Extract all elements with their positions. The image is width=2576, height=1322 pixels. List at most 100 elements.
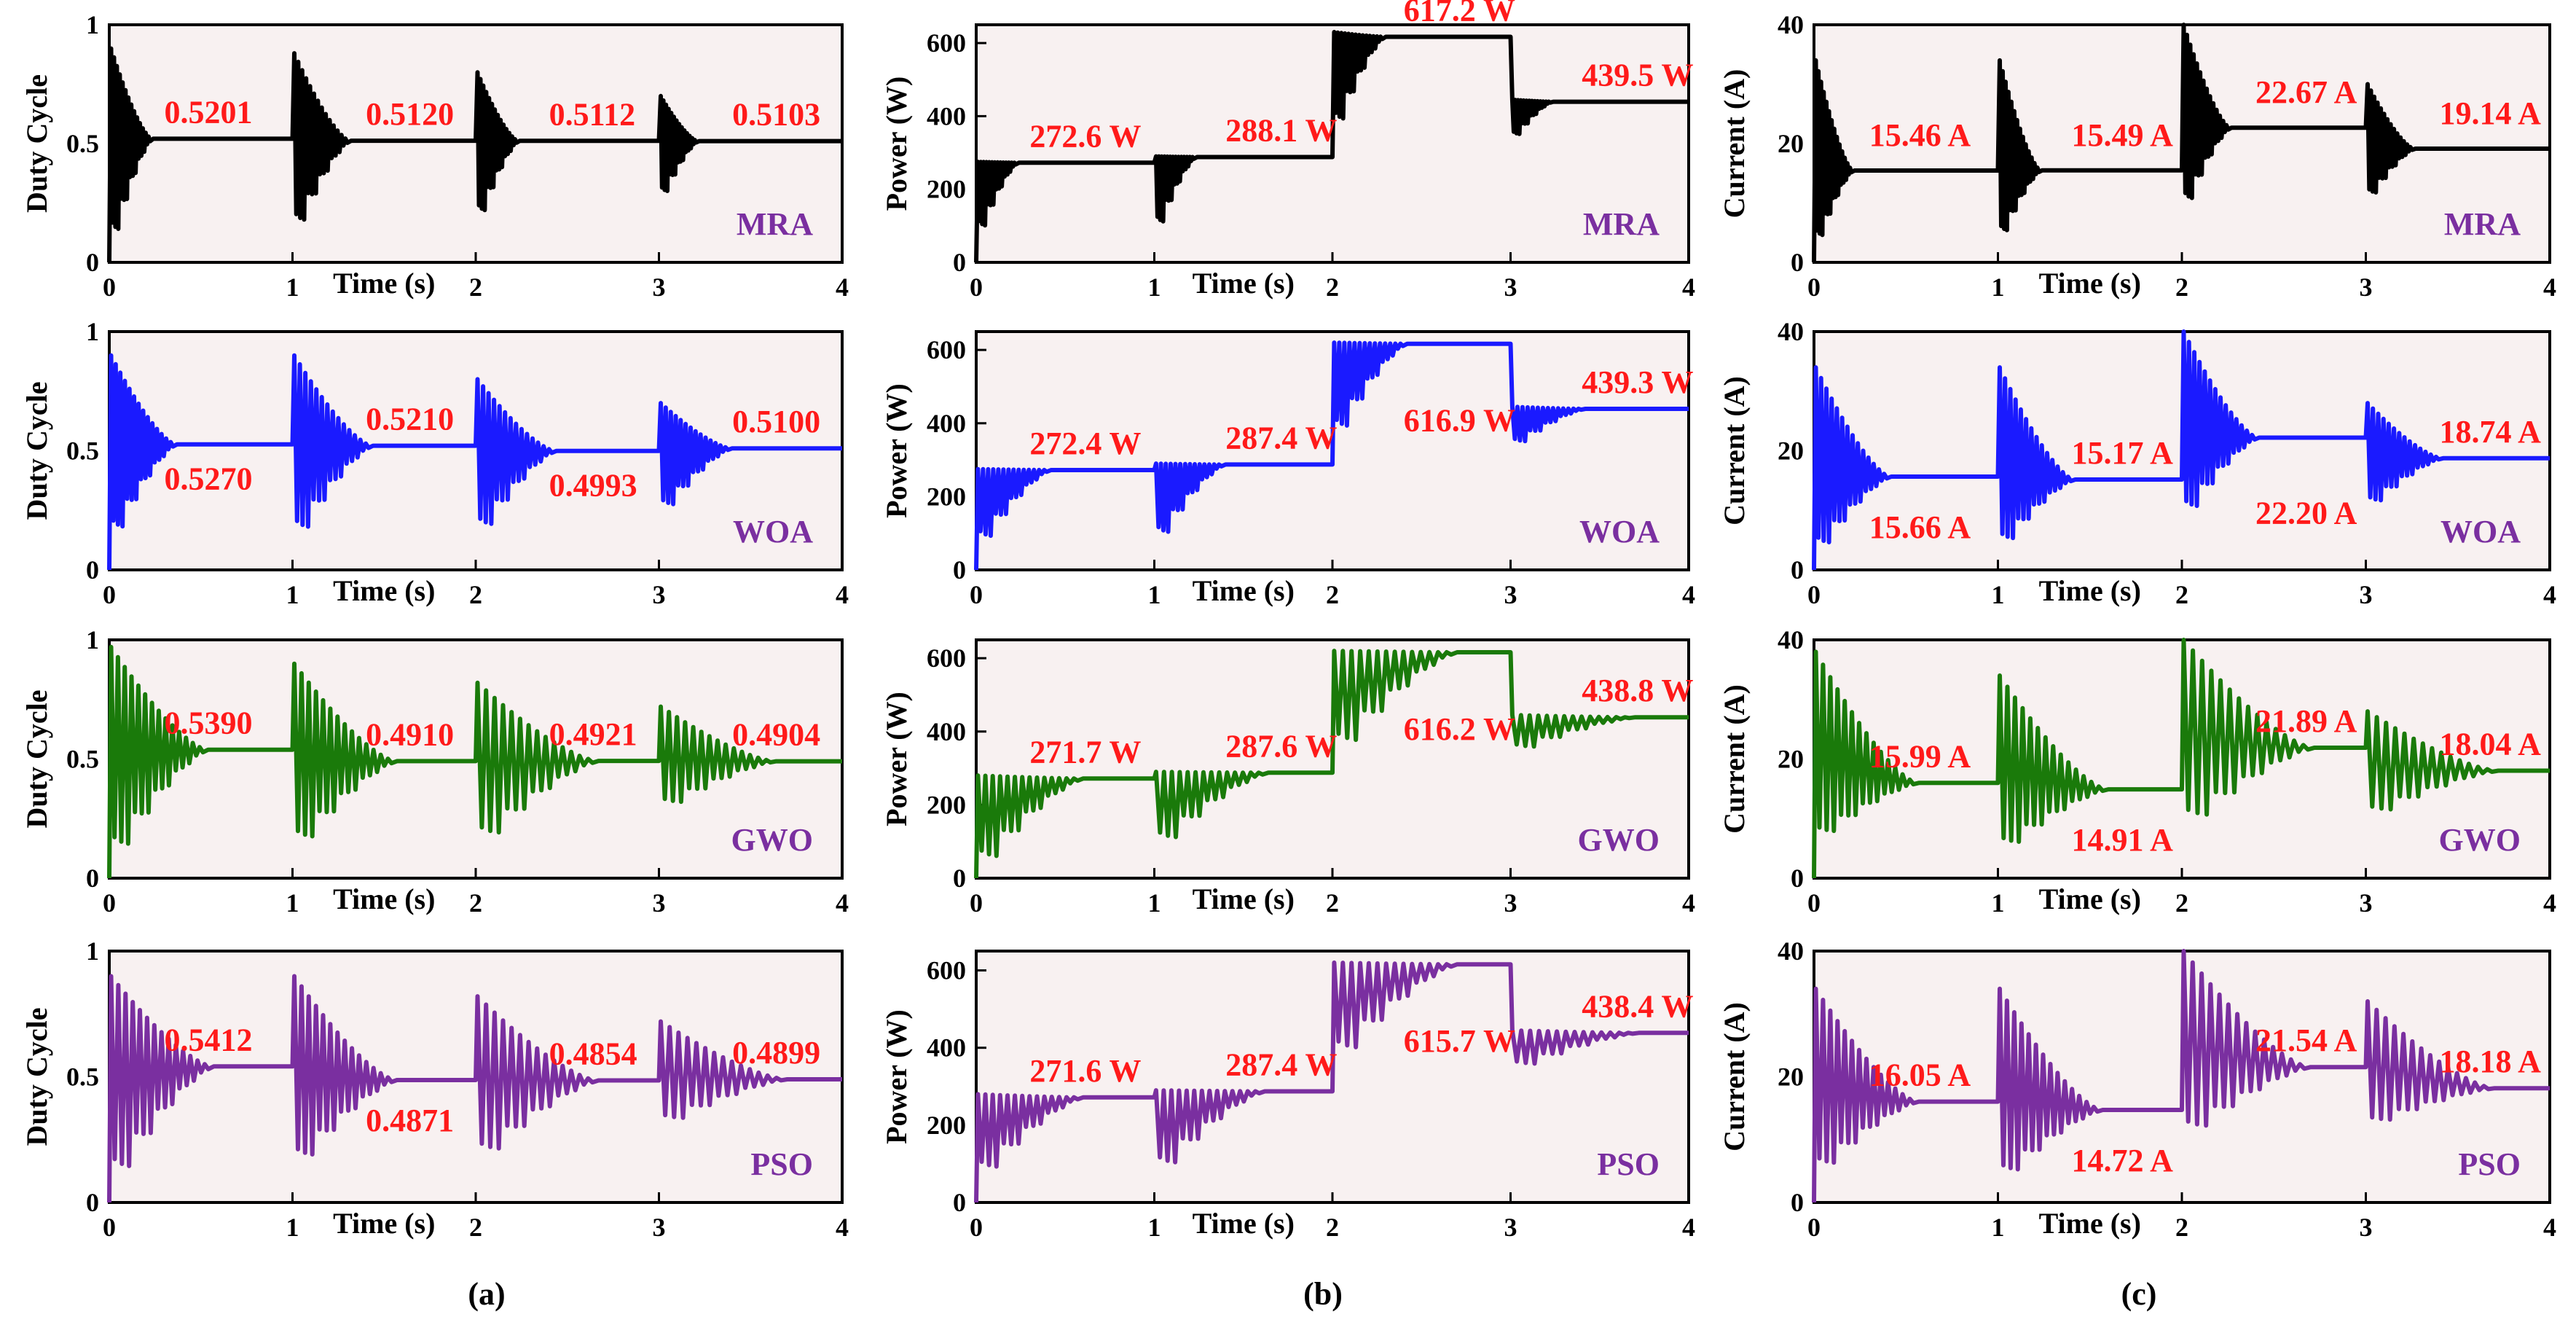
x-tick-label: 4 [836,1213,849,1242]
y-tick-label: 0 [953,864,966,893]
data-label: 616.9 W [1404,403,1515,439]
y-tick-label: 0 [953,1188,966,1217]
series-line-gwo [1812,638,2550,879]
subplot-mra-power: 0 200 400 600 0 1 2 3 4 Power (W) Time (s) 272.6 W 2… [880,0,1695,302]
data-label: 617.2 W [1404,0,1515,28]
data-label: 271.6 W [1029,1053,1141,1089]
y-axis-label: Duty Cycle [20,1008,53,1146]
x-tick-label: 0 [103,1213,116,1242]
data-label: 0.4910 [366,716,454,752]
x-tick-label: 0 [103,580,116,609]
x-tick-label: 2 [2175,888,2188,918]
x-axis-label: Time (s) [333,267,435,300]
subplot-pso-current: 0 20 40 0 1 2 3 4 Current (A) Time (s) 16.05 A 14.7… [1718,936,2556,1242]
x-tick-label: 3 [2360,888,2373,918]
series-line-woa [974,340,1689,571]
y-tick-label: 0 [86,864,99,893]
x-axis-label: Time (s) [333,883,435,915]
y-axis-label: Power (W) [880,77,913,211]
data-label: 272.4 W [1029,426,1141,461]
y-tick-label: 20 [1778,745,1804,774]
x-tick-label: 2 [2175,273,2188,302]
data-label: 287.6 W [1225,728,1337,764]
x-axis-label: Time (s) [1193,1207,1295,1240]
y-tick-label: 0 [1791,248,1804,277]
data-label: 21.89 A [2255,703,2357,739]
x-tick-label: 2 [1326,888,1339,918]
algorithm-label: GWO [731,822,813,858]
x-tick-label: 0 [970,1213,983,1242]
data-label: 0.5100 [732,404,820,439]
y-tick-label: 20 [1778,1063,1804,1092]
series-line-woa [107,353,842,571]
panel-label-a: (a) [468,1276,505,1312]
x-tick-label: 2 [469,1213,482,1242]
y-tick-label: 600 [927,335,966,364]
x-tick-label: 2 [469,580,482,609]
x-tick-label: 0 [1807,580,1821,609]
data-label: 0.5103 [732,97,820,133]
x-tick-label: 4 [2543,888,2556,918]
x-tick-label: 1 [1992,888,2005,918]
x-axis-label: Time (s) [2039,883,2141,915]
algorithm-label: PSO [2458,1146,2521,1182]
y-axis-label: Power (W) [880,1009,913,1144]
x-axis-label: Time (s) [2039,1207,2141,1240]
subplot-woa-power: 0 200 400 600 0 1 2 3 4 Power (W) Time (s) 272.4 W 2… [880,330,1695,609]
y-axis-label: Duty Cycle [20,74,53,213]
data-label: 439.5 W [1582,58,1693,93]
y-tick-label: 400 [927,1033,966,1063]
algorithm-label: PSO [1597,1146,1660,1182]
x-tick-label: 0 [1807,888,1821,918]
x-tick-label: 0 [1807,1213,1821,1242]
data-label: 0.5201 [164,94,252,130]
data-label: 287.4 W [1225,1047,1337,1082]
data-label: 0.5120 [366,96,454,132]
x-tick-label: 0 [103,888,116,918]
subplot-woa-current: 0 20 40 0 1 2 3 4 Current (A) Time (s) 15.66 A 15.1… [1718,317,2556,609]
x-tick-label: 4 [2543,1213,2556,1242]
series-line-pso [107,974,842,1203]
y-tick-label: 0.5 [66,1063,99,1092]
data-label: 14.91 A [2072,822,2174,858]
x-tick-label: 2 [469,273,482,302]
data-label: 0.4871 [366,1103,454,1138]
x-tick-label: 0 [970,580,983,609]
data-label: 615.7 W [1404,1023,1515,1059]
x-tick-label: 4 [1682,273,1695,302]
x-tick-label: 3 [1504,273,1517,302]
data-label: 14.72 A [2072,1143,2174,1178]
y-tick-label: 0 [1791,1188,1804,1217]
x-tick-label: 1 [1148,580,1161,609]
x-tick-label: 2 [2175,580,2188,609]
x-tick-label: 3 [2360,273,2373,302]
data-label: 439.3 W [1582,364,1693,400]
x-tick-label: 3 [653,1213,666,1242]
data-label: 18.74 A [2440,414,2542,450]
subplot-pso-power: 0 200 400 600 0 1 2 3 4 Power (W) Time (s) 271.6 W 2… [880,950,1695,1242]
y-tick-label: 40 [1778,936,1804,966]
data-label: 288.1 W [1225,113,1337,149]
data-label: 21.54 A [2255,1022,2357,1058]
y-tick-label: 600 [927,956,966,985]
y-tick-label: 0.5 [66,129,99,158]
data-label: 15.17 A [2072,435,2174,471]
subplot-gwo-duty: 0 0.5 1 0 1 2 3 4 Duty Cycle Time (s) 0.5390 0.4910… [20,625,849,918]
y-axis-label: Duty Cycle [20,382,53,520]
y-tick-label: 0 [1791,864,1804,893]
subplot-mra-current: 0 20 40 0 1 2 3 4 Current (A) Time (s) 15.46 A 15.4… [1718,10,2556,302]
y-axis-label: Current (A) [1718,376,1751,525]
x-tick-label: 3 [653,580,666,609]
data-label: 15.46 A [1869,117,1971,153]
x-axis-label: Time (s) [333,574,435,607]
y-axis-label: Duty Cycle [20,690,53,829]
series-line-gwo [974,649,1689,879]
data-label: 22.67 A [2255,74,2357,110]
data-label: 18.18 A [2440,1044,2542,1079]
y-tick-label: 20 [1778,129,1804,158]
y-tick-label: 0.5 [66,437,99,466]
data-label: 616.2 W [1404,711,1515,747]
series-line-woa [1812,329,2550,571]
x-tick-label: 1 [1992,1213,2005,1242]
